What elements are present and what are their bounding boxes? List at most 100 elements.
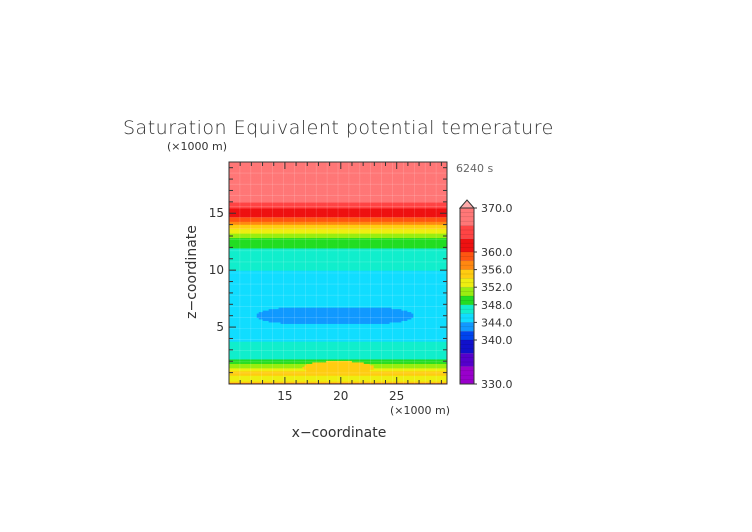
contour-cell [230, 336, 234, 339]
contour-cell [429, 354, 432, 357]
contour-cell [387, 376, 391, 379]
contour-cell [292, 354, 295, 357]
contour-cell [419, 330, 422, 333]
contour-cell [244, 355, 248, 358]
contour-cell [244, 366, 248, 369]
contour-cell [415, 342, 418, 345]
contour-cell [369, 330, 373, 333]
contour-cell [308, 336, 311, 339]
contour-cell [318, 329, 321, 332]
contour-cell [236, 324, 240, 327]
contour-cell [373, 339, 377, 342]
contour-cell [351, 345, 355, 348]
contour-cell [417, 348, 420, 351]
contour-cell [413, 361, 416, 364]
contour-cell [433, 345, 436, 348]
contour-cell [365, 329, 369, 332]
contour-cell [294, 333, 297, 336]
contour-cell [322, 348, 325, 351]
contour-cell [395, 317, 399, 320]
contour-cell [300, 366, 303, 369]
contour-cell [330, 382, 333, 384]
contour-cell [383, 342, 387, 345]
contour-cell [389, 332, 393, 335]
contour-cell [429, 372, 432, 375]
contour-cell [341, 348, 345, 351]
contour-cell [272, 344, 276, 347]
contour-cell [425, 330, 428, 333]
contour-cell [262, 376, 266, 379]
contour-cell [264, 361, 268, 364]
contour-cell [292, 357, 295, 360]
contour-cell [435, 379, 438, 382]
contour-cell [445, 329, 447, 332]
time-label: 6240 s [456, 162, 493, 175]
contour-cell [334, 327, 337, 330]
contour-cell [338, 381, 341, 384]
contour-cell [232, 318, 236, 321]
contour-cell [330, 355, 333, 358]
contour-cell [389, 354, 393, 357]
contour-cell [282, 332, 286, 335]
contour-cell [359, 373, 363, 376]
contour-cell [338, 355, 341, 358]
contour-cell [250, 344, 254, 347]
contour-cell [326, 339, 329, 342]
contour-cell [425, 376, 428, 379]
contour-cell [248, 358, 252, 361]
contour-cell [288, 352, 292, 355]
contour-cell [302, 366, 305, 369]
contour-cell [375, 361, 379, 364]
contour-cell [302, 352, 305, 355]
contour-cell [328, 351, 331, 354]
contour-cell [345, 347, 349, 350]
contour-cell [441, 335, 444, 338]
contour-cell [439, 378, 442, 381]
contour-cell [320, 339, 323, 342]
contour-cell [264, 379, 268, 382]
contour-cell [363, 323, 367, 326]
contour-cell [322, 323, 325, 326]
contour-cell [357, 335, 361, 338]
contour-cell [443, 373, 446, 376]
contour-cell [244, 323, 248, 326]
contour-cell [324, 376, 327, 379]
contour-cell [328, 370, 331, 373]
contour-cell [254, 339, 258, 342]
contour-cell [361, 332, 365, 335]
contour-cell [377, 360, 381, 363]
contour-cell [328, 336, 331, 339]
contour-cell [244, 361, 248, 364]
contour-cell [274, 329, 278, 332]
contour-cell [353, 324, 357, 327]
contour-cell [439, 373, 442, 376]
contour-cell [401, 348, 404, 351]
contour-cell [415, 369, 418, 372]
contour-cell [367, 367, 371, 370]
contour-cell [296, 354, 299, 357]
contour-cell [353, 373, 357, 376]
contour-cell [413, 373, 416, 376]
contour-cell [411, 336, 414, 339]
contour-cell [320, 381, 323, 384]
contour-cell [425, 321, 428, 324]
contour-cell [415, 335, 418, 338]
contour-cell [312, 375, 315, 378]
contour-cell [411, 372, 414, 375]
contour-cell [234, 326, 238, 329]
contour-cell [282, 382, 286, 384]
contour-cell [421, 349, 424, 353]
contour-cell [330, 379, 333, 382]
contour-cell [280, 332, 284, 335]
contour-cell [314, 375, 317, 378]
contour-cell [343, 382, 347, 384]
contour-cell [433, 354, 436, 357]
contour-cell [393, 332, 397, 335]
contour-cell [260, 332, 264, 335]
contour-cell [326, 323, 329, 326]
contour-cell [351, 341, 355, 344]
contour-cell [318, 357, 321, 360]
contour-cell [373, 327, 377, 330]
contour-cell [377, 327, 381, 330]
contour-cell [336, 378, 339, 381]
